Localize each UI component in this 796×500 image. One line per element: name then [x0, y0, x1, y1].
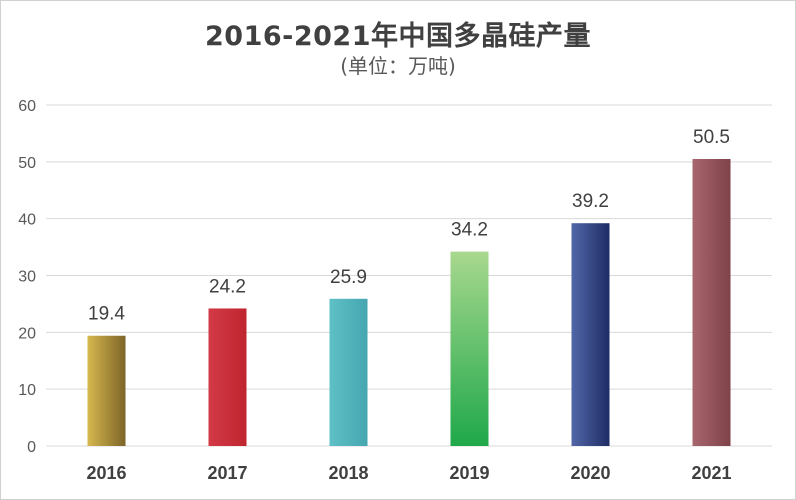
x-axis-ticks: 2016 2017 2018 2019 2020 2021	[86, 463, 731, 483]
data-label-2017: 24.2	[209, 276, 246, 297]
data-labels: 19.4 24.2 25.9 34.2 39.2 50.5	[88, 127, 730, 325]
grid-lines	[46, 104, 772, 447]
y-tick-label: 20	[18, 325, 36, 342]
y-tick-label: 0	[27, 439, 36, 456]
data-label-2021: 50.5	[693, 127, 730, 148]
x-tick-label-2021: 2021	[691, 463, 731, 483]
bar-2019	[450, 251, 489, 446]
bars	[87, 158, 731, 446]
y-tick-label: 10	[18, 382, 36, 399]
bar-2017	[208, 308, 247, 446]
y-tick-label: 50	[18, 155, 36, 172]
x-tick-label-2017: 2017	[207, 463, 247, 483]
bar-2016	[87, 335, 126, 446]
bar-2020	[571, 223, 610, 446]
data-label-2018: 25.9	[330, 267, 367, 288]
bar-2018	[329, 298, 368, 446]
y-tick-label: 40	[18, 212, 36, 229]
y-axis-ticks: 0 10 20 30 40 50 60	[18, 98, 36, 456]
data-label-2019: 34.2	[451, 220, 488, 241]
chart-title: 2016-2021年中国多晶硅产量	[205, 21, 591, 52]
data-label-2016: 19.4	[88, 304, 125, 325]
bar-2021	[692, 158, 731, 446]
chart-subtitle: (单位：万吨)	[340, 54, 456, 78]
x-tick-label-2016: 2016	[86, 463, 126, 483]
y-tick-label: 60	[18, 98, 36, 115]
x-tick-label-2018: 2018	[328, 463, 368, 483]
x-tick-label-2020: 2020	[570, 463, 610, 483]
x-tick-label-2019: 2019	[449, 463, 489, 483]
data-label-2020: 39.2	[572, 191, 609, 212]
y-tick-label: 30	[18, 269, 36, 286]
